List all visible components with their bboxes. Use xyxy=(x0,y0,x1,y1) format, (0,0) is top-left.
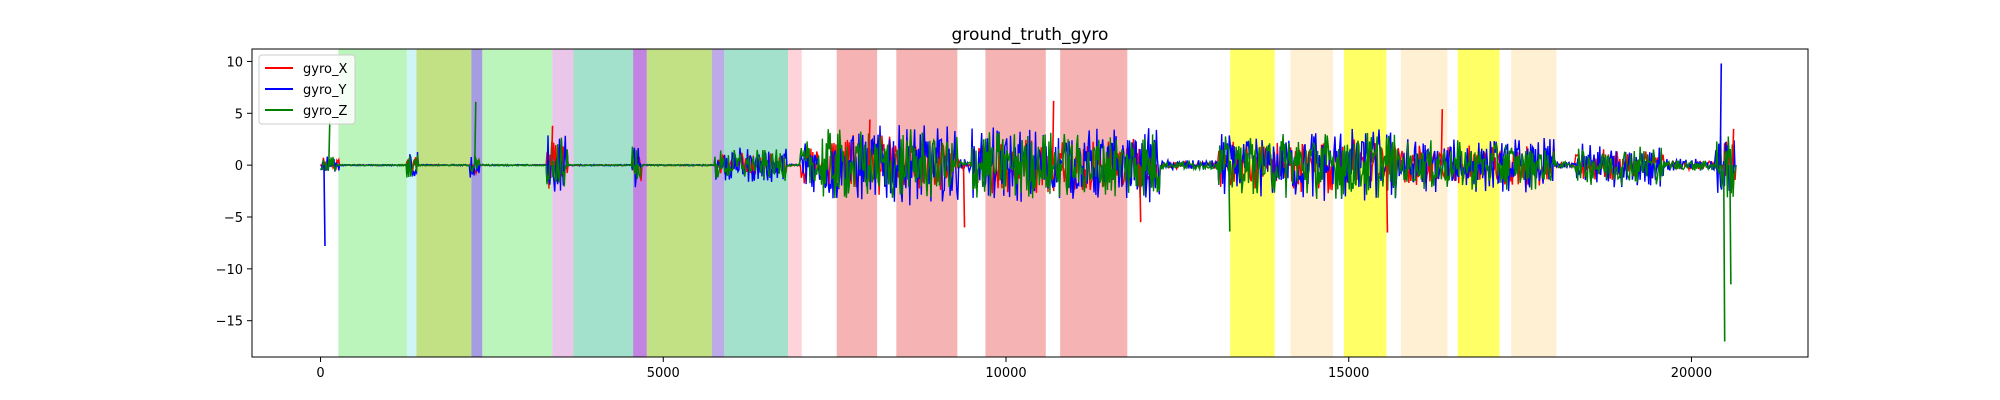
spike-0 xyxy=(323,165,326,247)
shaded-region-15 xyxy=(1060,49,1128,357)
shaded-region-11 xyxy=(788,49,802,357)
spike-2 xyxy=(473,101,477,166)
y-tick-label: 5 xyxy=(235,107,243,122)
spike-3 xyxy=(550,125,554,166)
x-tick-label: 0 xyxy=(316,366,324,381)
y-tick-label: 10 xyxy=(226,55,243,70)
shaded-region-20 xyxy=(1457,49,1500,357)
shaded-region-17 xyxy=(1290,49,1333,357)
y-tick-label: −15 xyxy=(216,315,243,330)
spike-14 xyxy=(1731,128,1735,166)
spike-13 xyxy=(1729,165,1732,285)
spike-6 xyxy=(1051,100,1055,166)
legend-label-gyro_Y: gyro_Y xyxy=(303,83,346,98)
x-tick-label: 10000 xyxy=(985,366,1026,381)
y-tick-label: −5 xyxy=(224,211,243,226)
shaded-region-12 xyxy=(836,49,878,357)
shaded-region-9 xyxy=(711,49,725,357)
x-tick-label: 20000 xyxy=(1671,366,1712,381)
shaded-region-1 xyxy=(406,49,417,357)
spike-8 xyxy=(1227,165,1231,232)
spike-11 xyxy=(1719,63,1723,166)
series-line-gyro_Z xyxy=(319,129,1737,199)
spike-12 xyxy=(1722,165,1726,342)
y-tick-label: 0 xyxy=(235,159,243,174)
shaded-regions xyxy=(338,49,1557,357)
shaded-region-10 xyxy=(724,49,789,357)
shaded-region-3 xyxy=(471,49,483,357)
plot-area xyxy=(319,49,1737,357)
shaded-region-21 xyxy=(1511,49,1557,357)
shaded-region-8 xyxy=(646,49,712,357)
legend: gyro_X gyro_Y gyro_Z xyxy=(258,54,356,125)
shaded-region-2 xyxy=(416,49,472,357)
series-lines xyxy=(319,63,1737,342)
shaded-region-16 xyxy=(1230,49,1275,357)
shaded-region-6 xyxy=(573,49,634,357)
shaded-region-14 xyxy=(985,49,1046,357)
shaded-region-7 xyxy=(633,49,647,357)
legend-box xyxy=(258,54,356,125)
y-tick-label: −10 xyxy=(216,263,243,278)
axes-frame xyxy=(251,48,1809,358)
shaded-region-13 xyxy=(896,49,958,357)
spike-5 xyxy=(962,165,966,228)
shaded-region-5 xyxy=(552,49,574,357)
spike-7 xyxy=(1138,165,1142,223)
y-axis: 10 5 0 −5 −10 −15 xyxy=(216,55,252,330)
chart-title: ground_truth_gyro xyxy=(952,25,1109,45)
spike-9 xyxy=(1385,165,1389,233)
x-tick-label: 5000 xyxy=(647,366,680,381)
shaded-region-19 xyxy=(1400,49,1448,357)
shaded-region-4 xyxy=(482,49,553,357)
spike-10 xyxy=(1440,109,1444,166)
legend-label-gyro_Z: gyro_Z xyxy=(303,104,347,119)
x-tick-label: 15000 xyxy=(1328,366,1369,381)
shaded-region-18 xyxy=(1343,49,1387,357)
spike-1 xyxy=(327,121,331,166)
spike-4 xyxy=(868,119,871,166)
x-axis: 0 5000 10000 15000 20000 xyxy=(316,357,1712,381)
legend-label-gyro_X: gyro_X xyxy=(303,62,347,77)
